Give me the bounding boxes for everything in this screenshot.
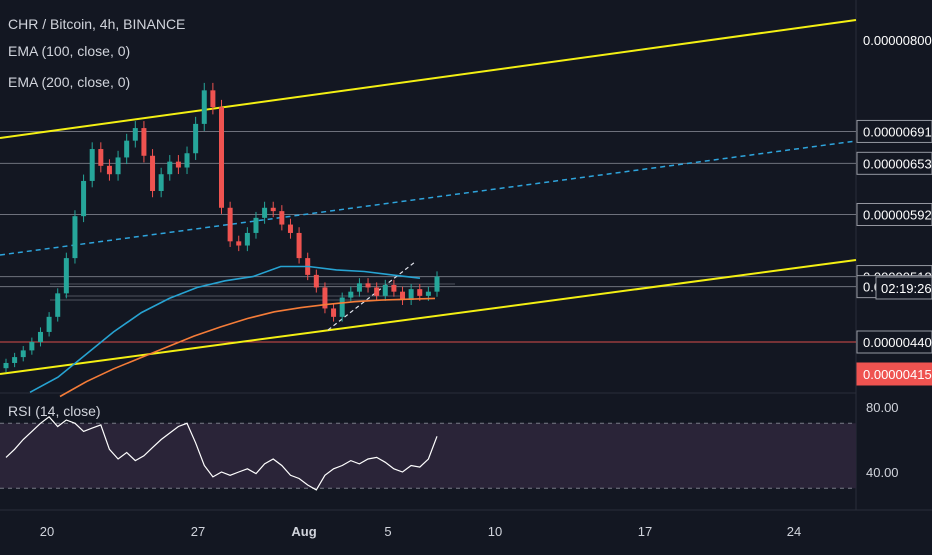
candle-body (63, 258, 69, 294)
candle-body (106, 165, 112, 175)
candle-body (356, 283, 362, 292)
candle-body (37, 331, 43, 342)
candle-body (331, 308, 337, 317)
candle-body (219, 107, 224, 208)
price-axis-label-box-2 (856, 151, 932, 175)
ema200-line (59, 297, 436, 398)
time-axis-label-0: 20 (40, 524, 54, 539)
rsi-band (0, 423, 856, 489)
candle-body (313, 274, 319, 288)
candle-body (210, 90, 216, 108)
price-axis-label-box-3 (856, 202, 932, 226)
price-axis-label-7: 0.00000415 (863, 367, 932, 382)
time-axis-label-1: 27 (191, 524, 205, 539)
candle-body (132, 128, 138, 141)
price-axis-label-3: 0.00000592 (863, 207, 932, 222)
ema100-line (29, 265, 421, 394)
candle-body (279, 211, 285, 225)
candle-body (374, 287, 380, 296)
candle-body (184, 153, 190, 168)
candle-body (3, 362, 9, 369)
candle-body (434, 276, 440, 292)
candle-body (270, 207, 276, 212)
time-axis-label-2: Aug (291, 524, 316, 539)
candle-body (167, 161, 173, 175)
rsi-label: RSI (14, close) (8, 403, 101, 419)
candle-body (227, 207, 233, 242)
candle-body (72, 216, 78, 259)
time-axis-label-6: 24 (787, 524, 801, 539)
candle-body (408, 289, 414, 301)
time-axis-label-5: 17 (638, 524, 652, 539)
candle-body (158, 174, 164, 191)
candle-body (253, 217, 259, 233)
rsi-axis-label-1: 40.00 (866, 465, 899, 480)
time-axis-label-3: 5 (384, 524, 391, 539)
candle-body (81, 180, 87, 217)
candle-body (124, 140, 130, 158)
candle-body (201, 90, 207, 124)
candle-body (98, 149, 104, 166)
price-axis-label-box-6 (856, 330, 932, 354)
price-axis-label-2: 0.00000653 (863, 156, 932, 171)
rsi-line (5, 415, 438, 491)
candle-body (12, 357, 18, 363)
candle-body (339, 297, 345, 317)
time-axis-label-4: 10 (488, 524, 502, 539)
candle-body (193, 123, 199, 154)
rsi-axis-label-0: 80.00 (866, 400, 899, 415)
price-axis-label-box-1 (856, 119, 932, 143)
candle-body (29, 342, 35, 351)
short-dashed-trendline (327, 261, 416, 331)
countdown-label: 02:19:26 (881, 281, 932, 296)
symbol-title: CHR / Bitcoin, 4h, BINANCE (8, 16, 186, 32)
candle-body (425, 291, 431, 296)
candle-body (150, 155, 156, 191)
candle-body (382, 284, 388, 296)
candle-body (400, 291, 406, 301)
lower-channel-trendline (0, 259, 857, 375)
candle-body (55, 293, 61, 317)
candle-body (262, 207, 268, 218)
candle-body (244, 232, 250, 246)
ema100-legend: EMA (100, close, 0) (8, 43, 131, 59)
price-axis-label-1: 0.00000691 (863, 124, 932, 139)
upper-channel-trendline (0, 19, 857, 139)
ema200-legend: EMA (200, close, 0) (8, 74, 131, 90)
candle-body (141, 128, 147, 156)
price-axis-label-6: 0.00000440 (863, 335, 932, 350)
candle-body (287, 224, 293, 233)
candle-body (365, 283, 371, 288)
countdown-box (875, 276, 932, 300)
candle-body (322, 287, 328, 309)
candle-body (236, 241, 242, 246)
candle-body (175, 161, 181, 168)
candle-body (391, 284, 397, 292)
candle-body (46, 316, 52, 332)
candle-body (417, 289, 423, 296)
candle-body (115, 157, 121, 175)
candle-body (20, 350, 26, 358)
price-axis-label-0: 0.00000800 (863, 33, 932, 48)
candle-body (348, 291, 354, 298)
candle-body (296, 232, 302, 259)
price-axis-label-box-7 (856, 362, 932, 386)
candle-body (89, 149, 95, 181)
